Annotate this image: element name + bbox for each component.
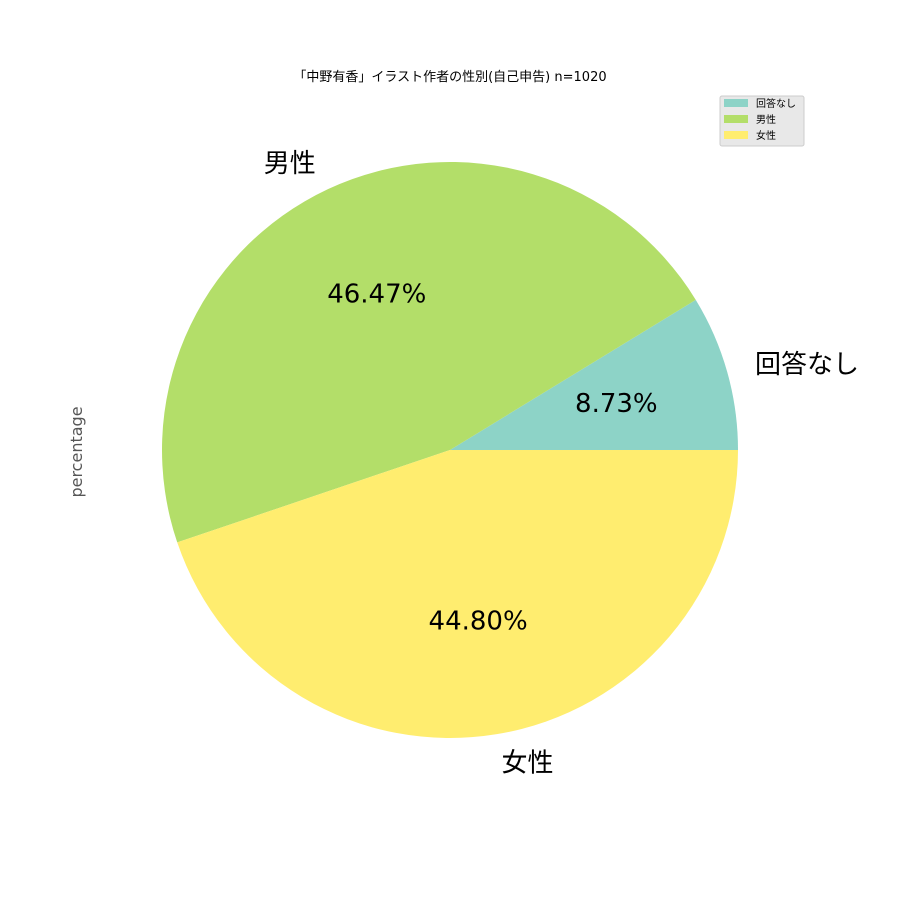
slice-percentage: 44.80% xyxy=(429,606,528,636)
slice-label: 女性 xyxy=(502,749,554,779)
chart-title: 「中野有香」イラスト作者の性別(自己申告) n=1020 xyxy=(293,70,606,85)
pie-slice-0 xyxy=(450,299,738,450)
legend-label: 女性 xyxy=(756,129,776,142)
slice-percentage: 46.47% xyxy=(327,279,426,309)
legend-swatch xyxy=(724,99,748,107)
pie-slice-2 xyxy=(177,450,738,738)
legend-label: 回答なし xyxy=(756,97,796,110)
slice-percentage: 8.73% xyxy=(575,389,658,419)
legend-swatch xyxy=(724,115,748,123)
slice-label: 男性 xyxy=(264,149,316,179)
y-axis-label: percentage xyxy=(67,406,86,497)
legend-label: 男性 xyxy=(756,113,776,126)
slice-label: 回答なし xyxy=(755,350,859,380)
legend-swatch xyxy=(724,131,748,139)
pie-slice-1 xyxy=(161,162,696,543)
